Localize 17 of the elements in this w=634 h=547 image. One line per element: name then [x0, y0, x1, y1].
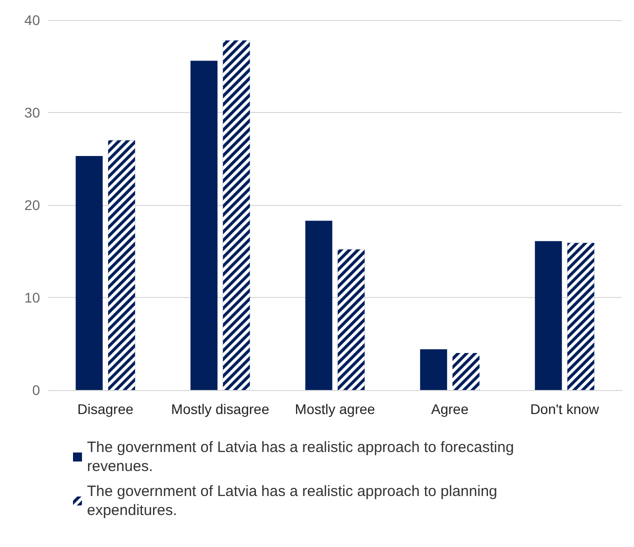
- bar: [534, 241, 562, 390]
- x-tick-label: Agree: [431, 401, 469, 417]
- y-tick-label: 40: [24, 12, 40, 28]
- legend-label: The government of Latvia has a realistic approach to planning expenditures.: [87, 483, 502, 519]
- y-tick-label: 20: [24, 197, 40, 213]
- bar: [420, 349, 448, 390]
- y-tick-label: 0: [32, 382, 40, 398]
- bar: [76, 156, 103, 390]
- x-tick-label: Don't know: [530, 401, 600, 417]
- bar: [305, 220, 332, 390]
- x-tick-label: Mostly agree: [294, 401, 376, 417]
- y-tick-label: 30: [24, 104, 40, 120]
- legend-label: The government of Latvia has a realistic approach to forecasting revenues.: [87, 439, 518, 475]
- x-tick-label: Mostly disagree: [171, 401, 270, 417]
- x-tick-label: Disagree: [77, 401, 134, 417]
- y-tick-label: 10: [24, 290, 40, 306]
- bar: [190, 60, 218, 390]
